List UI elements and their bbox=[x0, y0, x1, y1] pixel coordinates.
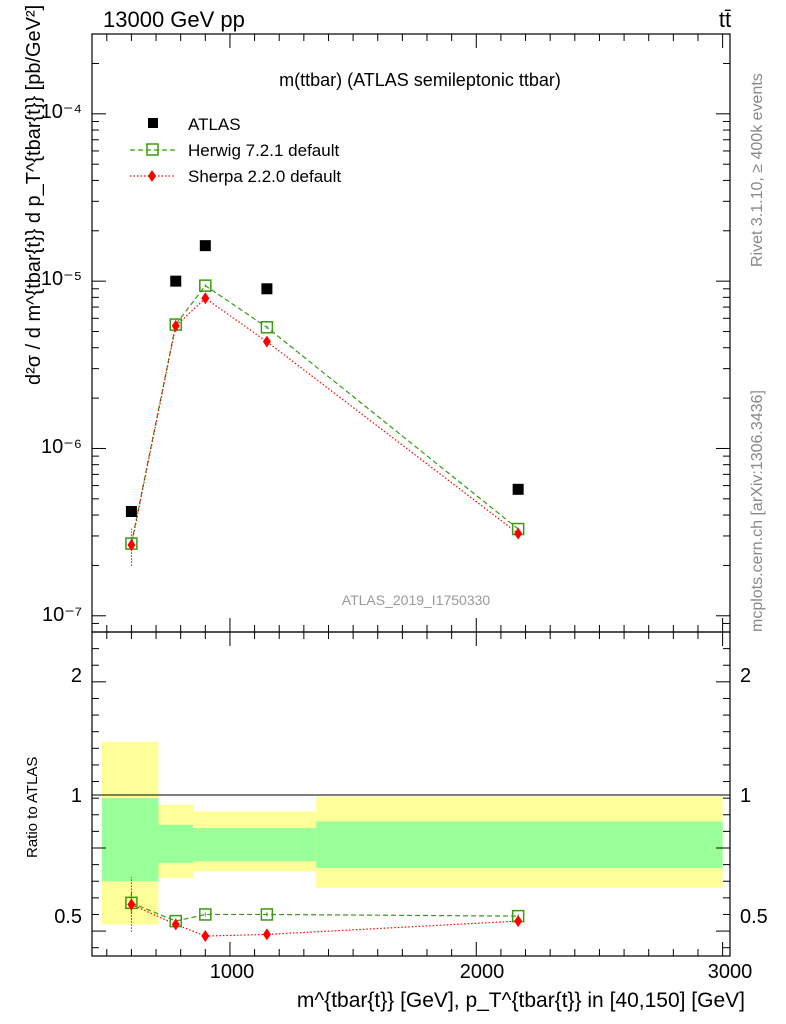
atlas-point bbox=[261, 283, 273, 295]
herwig-ratio-line bbox=[131, 902, 519, 922]
ratio-ytick-right-0.5: 0.5 bbox=[740, 906, 768, 928]
ratio-bands-layer bbox=[101, 741, 723, 925]
legend-herwig-marker bbox=[146, 143, 159, 156]
legend: ATLAS Herwig 7.2.1 default Sherpa 2.2.0 … bbox=[130, 115, 341, 186]
ratio-ytick-labels: 0.5 1 2 0.5 1 2 bbox=[54, 665, 768, 928]
ratio-band-inner bbox=[158, 824, 193, 863]
main-ytick-labels: 10⁻⁷ 10⁻⁶ 10⁻⁵ 10⁻⁴ bbox=[41, 101, 82, 626]
sherpa-point bbox=[201, 292, 210, 305]
sherpa-ratio-point bbox=[514, 915, 523, 928]
sherpa-ratio-line bbox=[131, 903, 519, 937]
legend-sherpa-marker bbox=[148, 170, 156, 182]
watermark: ATLAS_2019_I1750330 bbox=[342, 592, 491, 608]
sherpa-ratio-point bbox=[127, 898, 136, 911]
sherpa-point bbox=[127, 538, 136, 551]
ratio-band-inner bbox=[316, 821, 723, 868]
xtick-label-3000: 3000 bbox=[708, 961, 753, 983]
atlas-point bbox=[512, 483, 524, 495]
ratio-series-layer bbox=[125, 877, 525, 943]
mcplots-label: mcplots.cern.ch [arXiv:1306.3436] bbox=[749, 390, 766, 632]
main-series-layer bbox=[125, 240, 525, 566]
herwig-ratio-point bbox=[260, 908, 274, 921]
xtick-label-2000: 2000 bbox=[460, 961, 505, 983]
sherpa-ratio-point bbox=[201, 930, 210, 943]
collision-label: 13000 GeV pp bbox=[103, 7, 245, 32]
ytick-label-1e-7: 10⁻⁷ bbox=[42, 604, 82, 626]
sherpa-point bbox=[262, 335, 271, 348]
herwig-ratio-point bbox=[199, 908, 212, 921]
x-axis-label: m^{tbar{t}} [GeV], p_T^{tbar{t}} in [40,… bbox=[297, 989, 745, 1012]
atlas-point bbox=[170, 275, 182, 287]
sherpa-line bbox=[130, 297, 519, 546]
atlas-point bbox=[199, 240, 211, 252]
main-title: m(ttbar) (ATLAS semileptonic ttbar) bbox=[279, 70, 561, 90]
ratio-band-inner bbox=[101, 798, 159, 882]
main-axis-ticks bbox=[92, 34, 730, 633]
legend-atlas-label: ATLAS bbox=[188, 115, 241, 134]
ratio-ytick-left-1: 1 bbox=[71, 785, 82, 807]
herwig-point bbox=[260, 321, 274, 334]
atlas-point bbox=[125, 506, 137, 518]
ratio-ytick-left-0.5: 0.5 bbox=[54, 906, 82, 928]
legend-sherpa-label: Sherpa 2.2.0 default bbox=[188, 167, 341, 186]
ytick-label-1e-5: 10⁻⁵ bbox=[41, 268, 82, 290]
sherpa-ratio-point bbox=[171, 918, 180, 931]
legend-atlas-marker bbox=[148, 118, 158, 128]
xtick-label-1000: 1000 bbox=[210, 961, 255, 983]
ratio-axis-ticks bbox=[92, 632, 730, 956]
ytick-label-1e-4: 10⁻⁴ bbox=[41, 101, 82, 123]
legend-herwig-label: Herwig 7.2.1 default bbox=[188, 141, 339, 160]
ratio-ytick-left-2: 2 bbox=[71, 665, 82, 687]
sherpa-point bbox=[171, 319, 180, 332]
ratio-plot-frame bbox=[91, 631, 731, 957]
process-label: tt̄ bbox=[719, 7, 731, 32]
sherpa-point bbox=[514, 527, 523, 540]
herwig-line bbox=[130, 284, 519, 544]
herwig-point bbox=[199, 279, 212, 292]
ratio-ytick-right-2: 2 bbox=[740, 665, 751, 687]
ratio-ylabel: Ratio to ATLAS bbox=[24, 757, 41, 858]
ytick-label-1e-6: 10⁻⁶ bbox=[41, 436, 82, 458]
main-ylabel: d²σ / d m^{tbar{t}} d p_T^{tbar{t}} [pb/… bbox=[23, 5, 45, 385]
ratio-band-inner bbox=[192, 828, 317, 862]
ratio-ytick-right-1: 1 bbox=[740, 785, 751, 807]
sherpa-ratio-point bbox=[262, 928, 271, 941]
rivet-label: Rivet 3.1.10, ≥ 400k events bbox=[749, 73, 766, 267]
